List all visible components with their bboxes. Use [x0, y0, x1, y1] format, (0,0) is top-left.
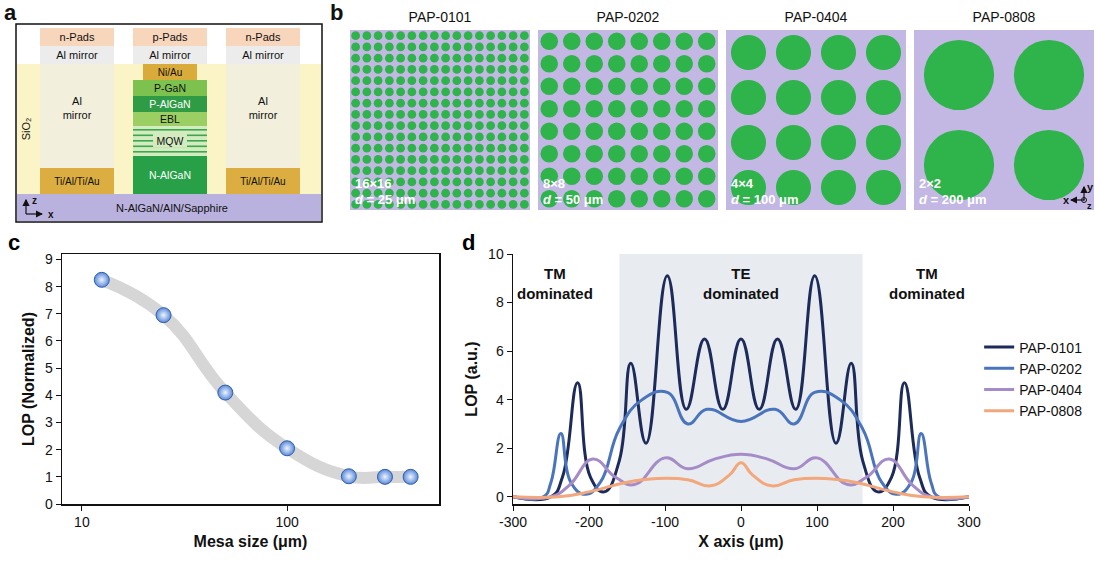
svg-text:PAP-0202: PAP-0202 — [597, 9, 660, 25]
svg-text:mirror: mirror — [249, 109, 278, 121]
svg-text:3: 3 — [45, 414, 53, 430]
svg-text:-100: -100 — [651, 514, 679, 530]
svg-text:7: 7 — [45, 306, 53, 322]
svg-text:Al mirror: Al mirror — [242, 49, 284, 61]
svg-text:N-AlGaN: N-AlGaN — [149, 169, 191, 181]
html-text:d: d — [462, 230, 476, 255]
svg-text:PAP-0808: PAP-0808 — [1019, 403, 1082, 419]
svg-text:100: 100 — [805, 514, 829, 530]
svg-text:n-Pads: n-Pads — [246, 31, 281, 43]
svg-text:PAP-0404: PAP-0404 — [1019, 382, 1082, 398]
svg-text:1: 1 — [45, 469, 53, 485]
svg-text:TMdominated: TMdominated — [889, 265, 965, 302]
svg-text:PAP-0101: PAP-0101 — [1019, 340, 1082, 356]
svg-text:Al mirror: Al mirror — [56, 49, 98, 61]
svg-text:X axis (μm): X axis (μm) — [698, 533, 783, 550]
svg-text:LOP (Normalized): LOP (Normalized) — [20, 312, 37, 446]
svg-text:4: 4 — [496, 392, 504, 408]
svg-text:10: 10 — [74, 514, 90, 530]
svg-text:d = 100 μm: d = 100 μm — [731, 192, 799, 207]
svg-text:LOP (a.u.): LOP (a.u.) — [463, 341, 480, 416]
svg-text:PAP-0808: PAP-0808 — [973, 9, 1036, 25]
svg-text:PAP-0202: PAP-0202 — [1019, 361, 1082, 377]
svg-text:b: b — [330, 0, 343, 25]
svg-text:PAP-0101: PAP-0101 — [409, 9, 472, 25]
svg-text:a: a — [4, 0, 17, 25]
svg-text:Al: Al — [72, 95, 82, 107]
svg-text:2: 2 — [45, 442, 53, 458]
svg-text:10: 10 — [488, 246, 504, 262]
svg-text:8: 8 — [45, 279, 53, 295]
svg-text:16×16: 16×16 — [355, 176, 392, 191]
svg-text:Ti/Al/Ti/Au: Ti/Al/Ti/Au — [240, 176, 285, 187]
svg-text:Al: Al — [258, 95, 268, 107]
svg-text:TMdominated: TMdominated — [517, 265, 593, 302]
svg-text:300: 300 — [957, 514, 981, 530]
svg-text:d = 25 μm: d = 25 μm — [355, 192, 415, 207]
svg-text:8: 8 — [496, 294, 504, 310]
svg-text:Mesa size (μm): Mesa size (μm) — [194, 533, 308, 550]
svg-text:TEdominated: TEdominated — [703, 265, 779, 302]
svg-text:0: 0 — [45, 496, 53, 512]
svg-text:MQW: MQW — [157, 135, 184, 147]
svg-text:4: 4 — [45, 387, 53, 403]
svg-text:PAP-0404: PAP-0404 — [785, 9, 848, 25]
svg-text:4×4: 4×4 — [731, 176, 754, 191]
svg-text:Ti/Al/Ti/Au: Ti/Al/Ti/Au — [54, 176, 99, 187]
svg-text:x: x — [1063, 194, 1070, 206]
html-text:c: c — [8, 230, 21, 255]
svg-text:EBL: EBL — [160, 113, 180, 125]
svg-text:P-AlGaN: P-AlGaN — [149, 98, 190, 110]
svg-text:d = 200 μm: d = 200 μm — [919, 192, 987, 207]
svg-text:6: 6 — [496, 343, 504, 359]
svg-text:y: y — [1087, 181, 1094, 193]
svg-text:6: 6 — [45, 333, 53, 349]
svg-text:Ni/Au: Ni/Au — [158, 67, 182, 78]
svg-text:0: 0 — [496, 489, 504, 505]
svg-text:5: 5 — [45, 360, 53, 376]
svg-text:z: z — [32, 195, 37, 206]
svg-text:mirror: mirror — [63, 109, 92, 121]
svg-text:2: 2 — [496, 440, 504, 456]
svg-text:-300: -300 — [499, 514, 527, 530]
svg-text:P-GaN: P-GaN — [154, 82, 186, 94]
svg-text:N-AlGaN/AlN/Sapphire: N-AlGaN/AlN/Sapphire — [116, 202, 228, 214]
svg-text:x: x — [48, 209, 54, 220]
svg-text:2×2: 2×2 — [919, 176, 941, 191]
svg-text:SiO₂: SiO₂ — [20, 118, 32, 141]
svg-text:200: 200 — [881, 514, 905, 530]
svg-text:9: 9 — [45, 251, 53, 267]
svg-text:8×8: 8×8 — [543, 176, 565, 191]
svg-text:d = 50 μm: d = 50 μm — [543, 192, 603, 207]
svg-text:0: 0 — [737, 514, 745, 530]
svg-text:n-Pads: n-Pads — [60, 31, 95, 43]
svg-text:-200: -200 — [575, 514, 603, 530]
svg-text:Al mirror: Al mirror — [149, 49, 191, 61]
svg-text:z: z — [1087, 201, 1092, 211]
svg-text:100: 100 — [275, 514, 299, 530]
svg-text:p-Pads: p-Pads — [153, 31, 188, 43]
